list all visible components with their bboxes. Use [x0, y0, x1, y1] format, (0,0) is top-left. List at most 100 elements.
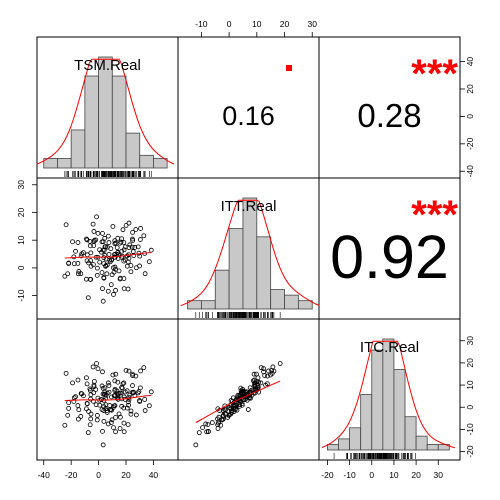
scatter-point — [80, 393, 86, 399]
scatter-point — [142, 408, 148, 413]
x-axis-TSM.Real: -40 -20 0 20 40 — [38, 460, 158, 480]
panel-frames — [36, 36, 461, 461]
scatter-point — [103, 263, 109, 269]
histogram-ITT.Real: ITT.Real — [180, 197, 320, 318]
histogram-bar — [153, 158, 168, 169]
scatter-point — [93, 402, 99, 408]
scatter-point — [138, 226, 144, 231]
scatter-point — [133, 265, 139, 271]
histogram-bar — [139, 154, 154, 169]
scatter-point — [239, 402, 245, 408]
histogram-bar — [426, 444, 439, 451]
scatter-point — [119, 236, 125, 242]
scatter-point — [245, 407, 251, 412]
scatter-point — [258, 365, 264, 371]
rug — [195, 312, 281, 318]
scatter-point — [252, 377, 257, 383]
scatter-point — [129, 244, 135, 250]
y-tick-label: 10 — [465, 380, 475, 390]
scatter-point — [111, 425, 116, 430]
scatter-point — [130, 373, 136, 378]
histogram-bar — [228, 228, 244, 310]
scatter-point — [277, 361, 283, 366]
scatter-point — [127, 392, 133, 398]
significance-stars: *** — [411, 193, 458, 237]
scatter-point — [261, 366, 267, 372]
x-tick-label: -10 — [195, 19, 208, 29]
scatter-point — [142, 271, 148, 277]
scatter-point — [220, 412, 226, 418]
y-axis-ITC.Real: -20 -10 0 10 20 30 — [460, 336, 475, 458]
scatter-point — [75, 377, 81, 383]
scatter-point — [122, 389, 128, 395]
y-tick-label: 30 — [16, 180, 26, 190]
y-tick-label: 0 — [465, 114, 475, 119]
scatter-point — [193, 442, 199, 448]
scatter-point — [128, 408, 134, 414]
scatter-point — [91, 382, 97, 388]
axes: -40 -20 0 20 40 -10 0 10 20 30 -20 -10 0 10 20 30 -40 -20… — [16, 19, 475, 480]
histogram-bar — [393, 369, 406, 451]
scatter-point — [251, 371, 257, 377]
scatter-point — [97, 247, 103, 253]
scatter-point — [100, 230, 105, 236]
scatter-point — [137, 399, 143, 404]
scatter-point — [240, 390, 246, 396]
scatter-point — [111, 254, 117, 260]
scatter-point — [135, 244, 141, 250]
scatter-point — [252, 383, 257, 388]
smooth-line — [195, 380, 281, 423]
histogram-ITC.Real: ITC.Real — [321, 338, 456, 459]
correlation-value: 0.92 — [330, 223, 449, 291]
scatter-point — [100, 428, 105, 434]
scatter-point — [100, 298, 106, 304]
scatter-point — [126, 368, 132, 374]
scatter-point — [125, 286, 131, 292]
density-curve — [36, 58, 175, 165]
correlation-value: 0.16 — [222, 101, 275, 131]
scatter-point — [219, 417, 225, 423]
scatter-point — [105, 233, 111, 239]
variable-label: ITT.Real — [221, 198, 277, 215]
scatter-point — [124, 405, 130, 411]
x-tick-label: -40 — [38, 470, 51, 480]
scatter-point — [84, 236, 89, 242]
scatter-point — [148, 247, 154, 253]
y-axis-TSM.Real: -40 -20 0 20 40 — [460, 57, 475, 177]
scatter-point — [106, 389, 112, 395]
scatter-point — [88, 263, 94, 269]
scatter-point — [88, 277, 94, 282]
scatter-point — [105, 288, 111, 294]
scatter-point — [70, 239, 75, 245]
histogram-bar — [200, 300, 216, 310]
scatter-point — [78, 253, 84, 259]
scatter-point — [133, 412, 139, 418]
scatter-point — [112, 241, 118, 247]
scatter-point — [121, 420, 127, 426]
histogram-bar — [84, 75, 99, 169]
scatter-point — [268, 372, 273, 378]
scatter-point — [270, 364, 276, 370]
scatter-point — [86, 409, 92, 414]
scatter-point — [102, 235, 108, 241]
scatter-point — [90, 221, 96, 227]
x-tick-label: 30 — [434, 470, 444, 480]
scatter-point — [106, 383, 112, 388]
scatter-point — [121, 380, 127, 386]
scatter-point — [130, 371, 136, 377]
scatter-point — [113, 240, 119, 246]
x-tick-label: 20 — [411, 470, 421, 480]
scatter-point — [205, 429, 211, 435]
scatter-point — [121, 429, 127, 435]
scatter-point — [75, 403, 81, 408]
scatter-point — [76, 407, 82, 413]
density-curve — [180, 199, 320, 307]
x-axis-ITC.Real: -20 -10 0 10 20 30 — [321, 460, 443, 480]
scatter-point — [119, 385, 125, 391]
scatter-point — [252, 380, 258, 386]
scatter-point — [196, 430, 202, 436]
histogram-bar — [70, 129, 86, 169]
y-tick-label: -10 — [16, 289, 26, 302]
scatter-point — [254, 371, 259, 377]
